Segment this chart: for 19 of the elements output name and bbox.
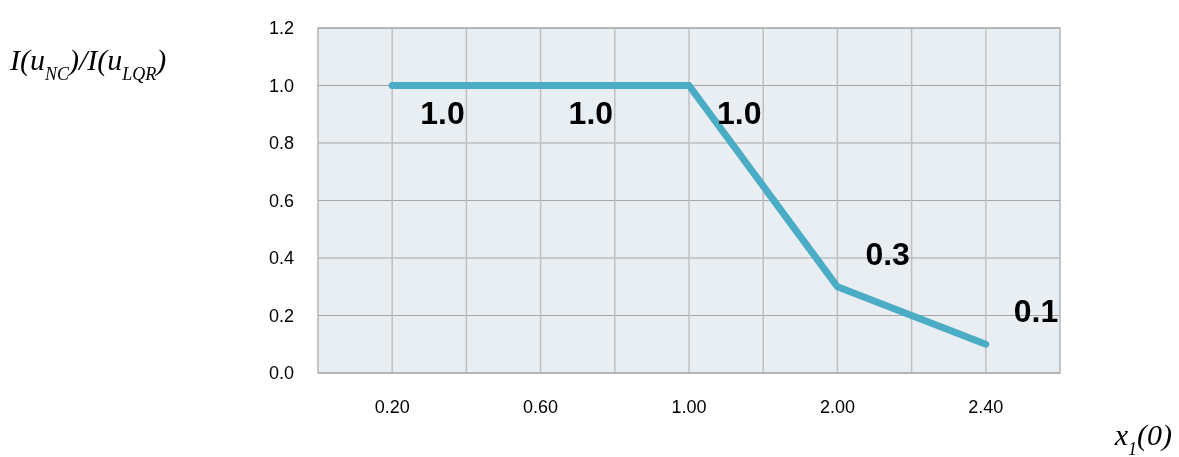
x-tick-label: 0.60: [523, 397, 559, 417]
text: 1.0: [420, 94, 465, 131]
y-tick-label: 0.2: [268, 305, 294, 326]
y-axis-title: I(u$_{NC}$)/I(u$_{LQR}$): [9, 43, 167, 84]
text: 1.0: [568, 94, 614, 131]
y-tick-label: 0.6: [268, 190, 294, 211]
x-tick-label: 2.00: [819, 397, 855, 417]
x-tick-label: 1.00: [671, 397, 707, 417]
x-tick-label: 2.40: [968, 397, 1004, 417]
y-tick-label: 0.4: [268, 248, 294, 269]
y-tick-label: 1.2: [268, 18, 294, 39]
y-tick-label: 0.0: [268, 363, 294, 384]
y-tick-label: 1.0: [268, 75, 294, 96]
text: 0.1: [1013, 293, 1059, 330]
x-tick-label: 0.20: [374, 397, 410, 417]
text: 1.0: [717, 94, 762, 131]
text: 0.3: [865, 235, 910, 272]
y-tick-label: 0.8: [268, 133, 294, 154]
x-axis-title: x$_{1}$(0): [1113, 418, 1173, 457]
